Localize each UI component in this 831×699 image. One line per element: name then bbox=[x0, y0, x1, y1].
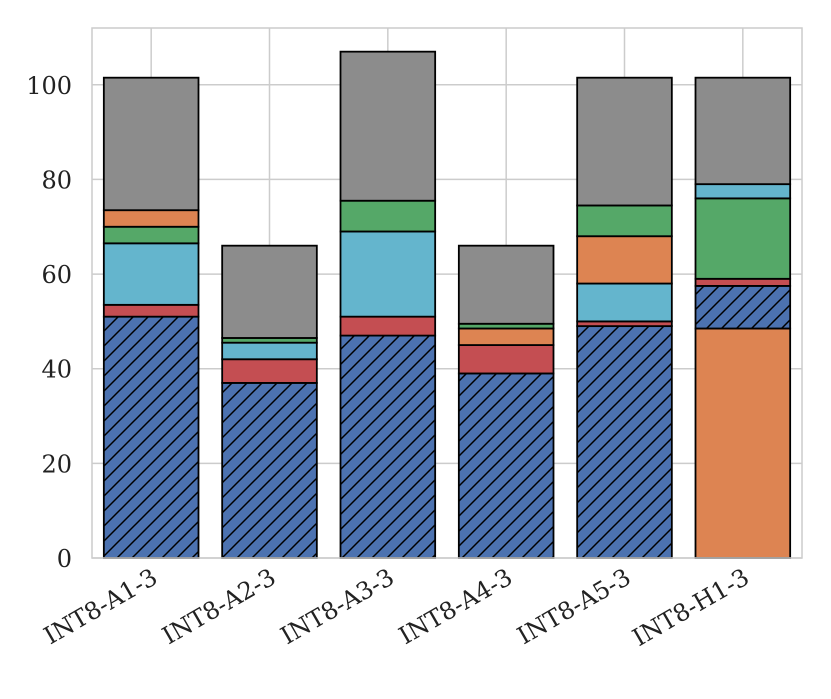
y-tick-label: 40 bbox=[41, 356, 72, 384]
bar-segment-blue-hatched bbox=[457, 372, 555, 559]
y-tick-label: 100 bbox=[26, 72, 72, 100]
plot-area bbox=[92, 28, 802, 558]
bar-segment-gray bbox=[694, 76, 792, 186]
bar-segment-blue-hatched-upper bbox=[694, 285, 792, 330]
bar-segment-orange-base bbox=[694, 327, 792, 559]
bar-segment-blue-hatched bbox=[576, 325, 673, 559]
bar-segment-green bbox=[694, 197, 792, 280]
bar-segment-gray bbox=[576, 76, 673, 207]
bar-segment-orange-upper bbox=[102, 209, 200, 228]
x-tick-label: INT8-A1-3 bbox=[39, 563, 162, 650]
x-tick-label: INT8-A3-3 bbox=[276, 563, 399, 650]
bar-segment-red bbox=[339, 315, 437, 337]
x-tick-label: INT8-A4-3 bbox=[394, 563, 517, 650]
bar-segment-gray bbox=[457, 244, 555, 325]
bar-segment-gray bbox=[221, 244, 318, 339]
bars bbox=[102, 50, 792, 559]
bar-segment-red bbox=[694, 277, 792, 287]
y-tick-label: 60 bbox=[41, 261, 72, 289]
y-tick-label: 0 bbox=[57, 545, 72, 573]
bar-segment-orange bbox=[576, 235, 673, 285]
bar-segment-gray bbox=[339, 50, 437, 202]
bar-segment-red bbox=[457, 344, 555, 375]
plot-frame bbox=[91, 27, 803, 559]
bar-segment-cyan bbox=[102, 242, 200, 306]
x-axis-ticks: INT8-A1-3INT8-A2-3INT8-A3-3INT8-A4-3INT8… bbox=[39, 563, 754, 652]
bar-segment-orange bbox=[457, 327, 555, 346]
x-tick-label: INT8-H1-3 bbox=[628, 563, 754, 652]
bar-segment-cyan-upper bbox=[694, 183, 792, 200]
bar-segment-green bbox=[576, 204, 673, 238]
x-tick-label: INT8-A5-3 bbox=[513, 563, 636, 650]
bar-segment-cyan bbox=[339, 230, 437, 318]
bar-segment-cyan bbox=[576, 282, 673, 323]
bar-segment-blue-hatched bbox=[102, 315, 200, 559]
y-tick-label: 20 bbox=[41, 450, 72, 478]
bar-segment-blue-hatched bbox=[339, 334, 437, 559]
y-axis-ticks: 0 20 40 60 80 100 bbox=[26, 72, 72, 573]
bar-segment-cyan bbox=[221, 341, 318, 361]
bar-segment-gray bbox=[102, 76, 200, 212]
x-tick-label: INT8-A2-3 bbox=[158, 563, 281, 650]
bar-segment-green bbox=[339, 199, 437, 233]
bar-segment-green bbox=[102, 225, 200, 245]
y-tick-label: 80 bbox=[41, 166, 72, 194]
bar-segment-blue-hatched bbox=[221, 382, 318, 559]
bar-segment-red bbox=[221, 358, 318, 384]
bar-segment-red bbox=[102, 303, 200, 318]
